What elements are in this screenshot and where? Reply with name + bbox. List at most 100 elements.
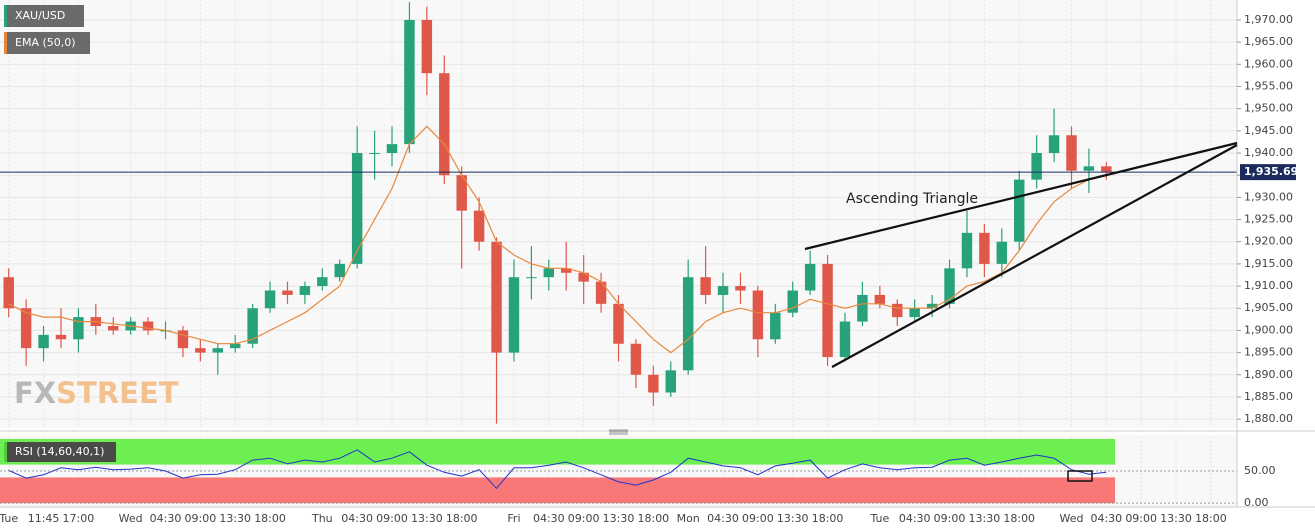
x-tick-label: Mon xyxy=(677,512,700,525)
candle-body xyxy=(334,263,345,278)
trend-line xyxy=(804,141,1238,251)
y-tick-label: 1,970.00 xyxy=(1244,13,1293,26)
last-price-label: 1,935.69 xyxy=(1244,165,1298,178)
legend-label: XAU/USD xyxy=(15,9,65,22)
x-tick-label: 13:30 xyxy=(219,512,251,525)
x-tick-label: Tue xyxy=(0,512,18,525)
candle-body xyxy=(264,290,276,309)
annotation: Ascending Triangle xyxy=(846,191,978,207)
y-tick-label: 1,905.00 xyxy=(1244,301,1293,314)
legend-rsi[interactable]: RSI (14,60,40,1) xyxy=(4,442,116,462)
x-tick-label: 09:00 xyxy=(185,512,217,525)
candle-body xyxy=(177,330,189,349)
candle-body xyxy=(822,263,833,358)
x-tick-label: 13:30 xyxy=(603,512,635,525)
candle-body xyxy=(613,303,624,344)
legend-stripe xyxy=(4,32,7,54)
x-tick-label: 09:00 xyxy=(742,512,774,525)
candle-body xyxy=(404,19,415,145)
y-tick-label: 1,945.00 xyxy=(1244,124,1293,137)
candle-body xyxy=(857,294,868,322)
candle-body xyxy=(195,348,206,353)
candle-body xyxy=(595,281,607,304)
candle-body xyxy=(735,286,746,291)
x-tick-label: 04:30 xyxy=(150,512,182,525)
marks xyxy=(0,2,1237,490)
y-tick-label: 1,880.00 xyxy=(1244,412,1293,425)
y-tick-label: 1,925.00 xyxy=(1244,213,1293,226)
y-tick-label: 1,965.00 xyxy=(1244,35,1293,48)
y-tick-label: 1,900.00 xyxy=(1244,323,1293,336)
rsi-band xyxy=(0,438,1116,465)
x-tick-label: 09:00 xyxy=(934,512,966,525)
candle-body xyxy=(752,290,764,340)
watermark: FXSTREET xyxy=(14,376,179,410)
legend-box xyxy=(4,442,116,462)
y-tick-label: 1,920.00 xyxy=(1244,235,1293,248)
candle-body xyxy=(892,303,903,318)
x-tick-label: 11:45 xyxy=(28,512,60,525)
candle-body xyxy=(804,263,816,291)
resize-handle[interactable] xyxy=(609,429,628,435)
candle-body xyxy=(38,334,49,349)
y-tick-label: 1,960.00 xyxy=(1244,57,1293,70)
candle-body xyxy=(55,334,67,340)
legend-ema[interactable]: EMA (50,0) xyxy=(4,32,90,54)
x-tick-label: Wed xyxy=(119,512,143,525)
x-tick-label: 17:00 xyxy=(63,512,95,525)
x-tick-label: 13:30 xyxy=(1160,512,1192,525)
candle-body xyxy=(386,144,398,154)
candle-body xyxy=(229,343,241,349)
candle-body xyxy=(421,19,433,74)
candle-body xyxy=(926,303,938,309)
x-tick-label: Wed xyxy=(1059,512,1083,525)
candle-body xyxy=(108,325,119,331)
rsi-tick-label: 0.00 xyxy=(1244,496,1269,509)
y-tick-label: 1,895.00 xyxy=(1244,346,1293,359)
legend-price[interactable]: XAU/USD xyxy=(4,5,84,27)
watermark-street: STREET xyxy=(56,376,179,410)
x-tick-label: 13:30 xyxy=(969,512,1001,525)
candle-body xyxy=(1066,135,1077,171)
candle-body xyxy=(1048,135,1060,154)
candle-body xyxy=(700,277,711,295)
candle-body xyxy=(1101,166,1112,173)
candle-body xyxy=(961,232,973,269)
candle-body xyxy=(526,277,537,279)
candle-body xyxy=(944,268,955,304)
x-tick-label: 18:00 xyxy=(254,512,286,525)
y-tick-label: 1,950.00 xyxy=(1244,102,1293,115)
x-tick-label: Tue xyxy=(869,512,889,525)
candle-body xyxy=(648,374,659,393)
legend-stripe xyxy=(4,5,7,27)
x-tick-label: 04:30 xyxy=(1090,512,1122,525)
x-tick-label: 04:30 xyxy=(341,512,373,525)
y-tick-label: 1,955.00 xyxy=(1244,79,1293,92)
candle-body xyxy=(20,308,32,349)
candle-body xyxy=(369,153,380,155)
candle-body xyxy=(787,290,798,313)
candle-body xyxy=(996,241,1008,264)
candle-body xyxy=(73,317,84,340)
rsi-tick-label: 50.00 xyxy=(1244,464,1276,477)
watermark-fx: FX xyxy=(14,376,56,410)
legend-label: RSI (14,60,40,1) xyxy=(15,445,104,458)
candle-body xyxy=(212,348,224,353)
candle-body xyxy=(665,370,676,393)
x-tick-label: 04:30 xyxy=(533,512,565,525)
candle-body xyxy=(142,321,154,331)
candle-body xyxy=(456,175,467,211)
rsi-bands xyxy=(0,438,1237,504)
candle-body xyxy=(1031,153,1042,180)
candle-body xyxy=(578,272,589,282)
candle-body xyxy=(299,286,311,295)
candle-body xyxy=(491,241,502,353)
candle-body xyxy=(1013,179,1025,242)
candle-body xyxy=(317,277,328,287)
candle-body xyxy=(247,308,258,344)
legend-label: EMA (50,0) xyxy=(15,36,76,49)
y-tick-label: 1,885.00 xyxy=(1244,390,1293,403)
candle-body xyxy=(543,268,555,278)
y-tick-label: 1,915.00 xyxy=(1244,257,1293,270)
